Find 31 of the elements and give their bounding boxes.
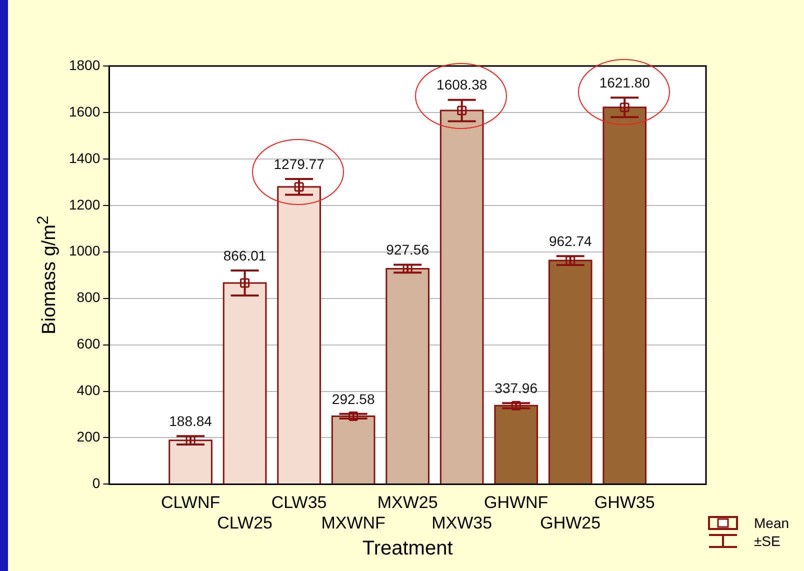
- y-tick-label: 1200: [68, 196, 100, 212]
- x-tick-label: MXW35: [432, 513, 492, 532]
- data-label: 1608.38: [436, 76, 488, 93]
- y-tick-label: 200: [76, 428, 100, 445]
- data-label: 1621.80: [599, 74, 650, 91]
- y-tick-label: 400: [76, 382, 100, 398]
- x-tick-label: CLW35: [271, 493, 327, 512]
- text: Mean: [754, 515, 790, 531]
- data-label: 962.74: [548, 232, 592, 249]
- y-tick-label: 1600: [68, 103, 100, 120]
- y-tick-label: 1800: [68, 56, 100, 73]
- x-tick-label: GHW25: [540, 513, 601, 532]
- x-tick-label: GHWNF: [484, 493, 548, 512]
- y-tick-label: 1400: [68, 150, 100, 166]
- data-label: 337.96: [494, 380, 538, 396]
- data-label: 188.84: [169, 413, 212, 430]
- x-tick-label: MXWNF: [321, 513, 386, 532]
- data-label: 866.01: [223, 247, 266, 264]
- data-label: 1279.77: [274, 156, 325, 172]
- x-tick-label: GHW35: [594, 493, 655, 512]
- x-tick-label: CLWNF: [160, 493, 220, 512]
- data-label: 292.58: [332, 390, 375, 407]
- x-axis-title: Treatment: [362, 538, 454, 560]
- text: ±SE: [754, 533, 780, 549]
- x-tick-label: MXW25: [377, 493, 438, 512]
- data-label: 927.56: [386, 242, 430, 258]
- y-tick-label: 800: [76, 289, 100, 306]
- y-tick-label: 600: [76, 336, 100, 352]
- y-tick-label: 1000: [68, 242, 100, 259]
- y-tick-label: 0: [92, 475, 100, 492]
- x-tick-label: CLW25: [217, 513, 273, 532]
